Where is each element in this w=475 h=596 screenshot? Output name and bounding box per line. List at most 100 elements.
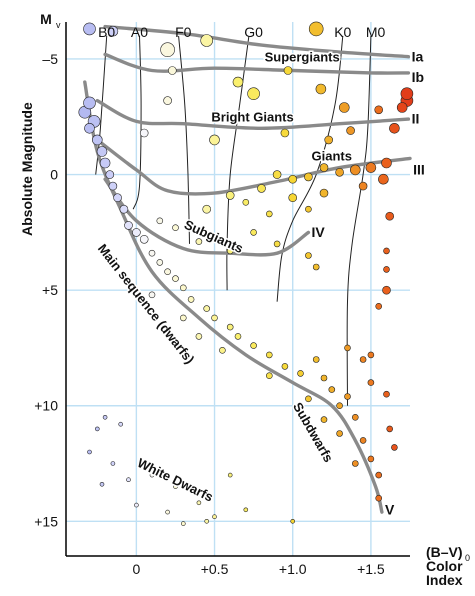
star-marker xyxy=(346,126,355,135)
star-marker xyxy=(118,421,123,427)
star-markers xyxy=(78,21,414,526)
star-marker xyxy=(139,235,149,244)
star-marker xyxy=(367,455,375,463)
star-marker xyxy=(344,393,351,400)
star-marker xyxy=(102,414,108,420)
spectral-line-m0 xyxy=(346,35,372,406)
star-marker xyxy=(304,172,313,182)
star-marker xyxy=(359,437,367,444)
star-marker xyxy=(328,386,336,393)
star-marker xyxy=(172,275,179,282)
star-marker xyxy=(288,174,298,184)
star-marker xyxy=(203,305,210,312)
star-marker xyxy=(312,263,320,271)
y-axis-symbol-subscript: v xyxy=(56,20,61,30)
plot-frame xyxy=(65,22,410,557)
star-marker xyxy=(163,96,172,105)
star-marker xyxy=(156,259,164,266)
star-marker xyxy=(181,521,186,526)
star-marker xyxy=(338,102,350,113)
x-axis-title-subscript: 0 xyxy=(465,553,470,563)
y-tick-label: +15 xyxy=(34,513,58,529)
y-axis-title: Absolute Magnitude xyxy=(19,102,35,236)
star-marker xyxy=(107,25,119,37)
sequence-name-label: Supergiants xyxy=(265,49,340,64)
star-marker xyxy=(308,21,324,37)
star-marker xyxy=(195,333,203,340)
star-marker xyxy=(383,266,390,273)
star-marker xyxy=(391,444,398,451)
star-marker xyxy=(365,162,377,173)
x-axis-title-line: (B–V) xyxy=(426,544,463,560)
spectral-type-label: A0 xyxy=(131,24,148,40)
star-marker xyxy=(374,105,384,115)
star-marker xyxy=(95,426,100,432)
x-tick-label: +0.5 xyxy=(201,561,229,577)
sequence-curve xyxy=(95,98,411,131)
star-marker xyxy=(389,123,400,134)
sequence-curve xyxy=(95,138,412,196)
star-marker xyxy=(187,296,195,303)
star-marker xyxy=(84,123,95,134)
star-marker xyxy=(349,164,361,176)
star-marker xyxy=(281,363,289,370)
x-tick-label: +1.0 xyxy=(279,561,307,577)
star-marker xyxy=(315,83,327,95)
star-marker xyxy=(367,351,375,359)
star-marker xyxy=(126,477,131,483)
star-marker xyxy=(320,374,328,382)
spectral-type-label: B0 xyxy=(98,24,115,40)
spectral-line-a0 xyxy=(132,35,142,210)
star-marker xyxy=(375,494,383,502)
sequence-name-label: Subdwarfs xyxy=(290,400,336,465)
star-marker xyxy=(319,188,329,198)
star-marker xyxy=(305,205,312,213)
x-tick-label: 0 xyxy=(132,561,140,577)
star-marker xyxy=(225,191,235,200)
star-marker xyxy=(358,181,368,191)
star-marker xyxy=(375,471,383,479)
star-marker xyxy=(272,170,282,179)
star-marker xyxy=(250,342,257,349)
star-marker xyxy=(196,500,202,506)
star-marker xyxy=(226,247,234,255)
star-marker xyxy=(124,221,133,230)
y-tick-label: +10 xyxy=(34,398,58,414)
sequence-name-label: White Dwarfs xyxy=(135,455,216,505)
star-marker xyxy=(113,193,122,202)
star-marker xyxy=(242,199,250,206)
star-marker xyxy=(219,346,226,354)
star-marker xyxy=(139,128,149,138)
spectral-type-label: K0 xyxy=(334,24,351,40)
star-marker xyxy=(381,157,392,169)
luminosity-class-label: III xyxy=(413,162,425,178)
star-marker xyxy=(265,210,273,218)
star-marker xyxy=(257,184,266,193)
star-marker xyxy=(180,314,187,322)
star-marker xyxy=(212,514,217,520)
star-marker xyxy=(324,135,334,145)
star-marker xyxy=(288,193,298,202)
star-marker xyxy=(164,268,171,276)
star-marker xyxy=(165,509,170,515)
star-marker xyxy=(375,302,383,310)
star-marker xyxy=(105,170,115,179)
star-marker xyxy=(148,249,156,257)
star-marker xyxy=(265,351,273,359)
star-marker xyxy=(243,507,249,513)
star-marker xyxy=(400,87,414,100)
star-marker xyxy=(211,314,218,322)
sequence-curve xyxy=(103,52,411,75)
star-marker xyxy=(234,333,242,340)
star-marker xyxy=(195,238,203,245)
star-marker xyxy=(227,472,233,478)
star-marker xyxy=(87,449,92,455)
star-marker xyxy=(168,66,177,75)
y-tick-label: 0 xyxy=(50,167,58,183)
luminosity-class-label: Ib xyxy=(412,69,424,85)
luminosity-class-label: IV xyxy=(311,224,325,240)
star-marker xyxy=(383,247,390,255)
star-marker xyxy=(180,284,187,292)
star-marker xyxy=(172,224,179,231)
